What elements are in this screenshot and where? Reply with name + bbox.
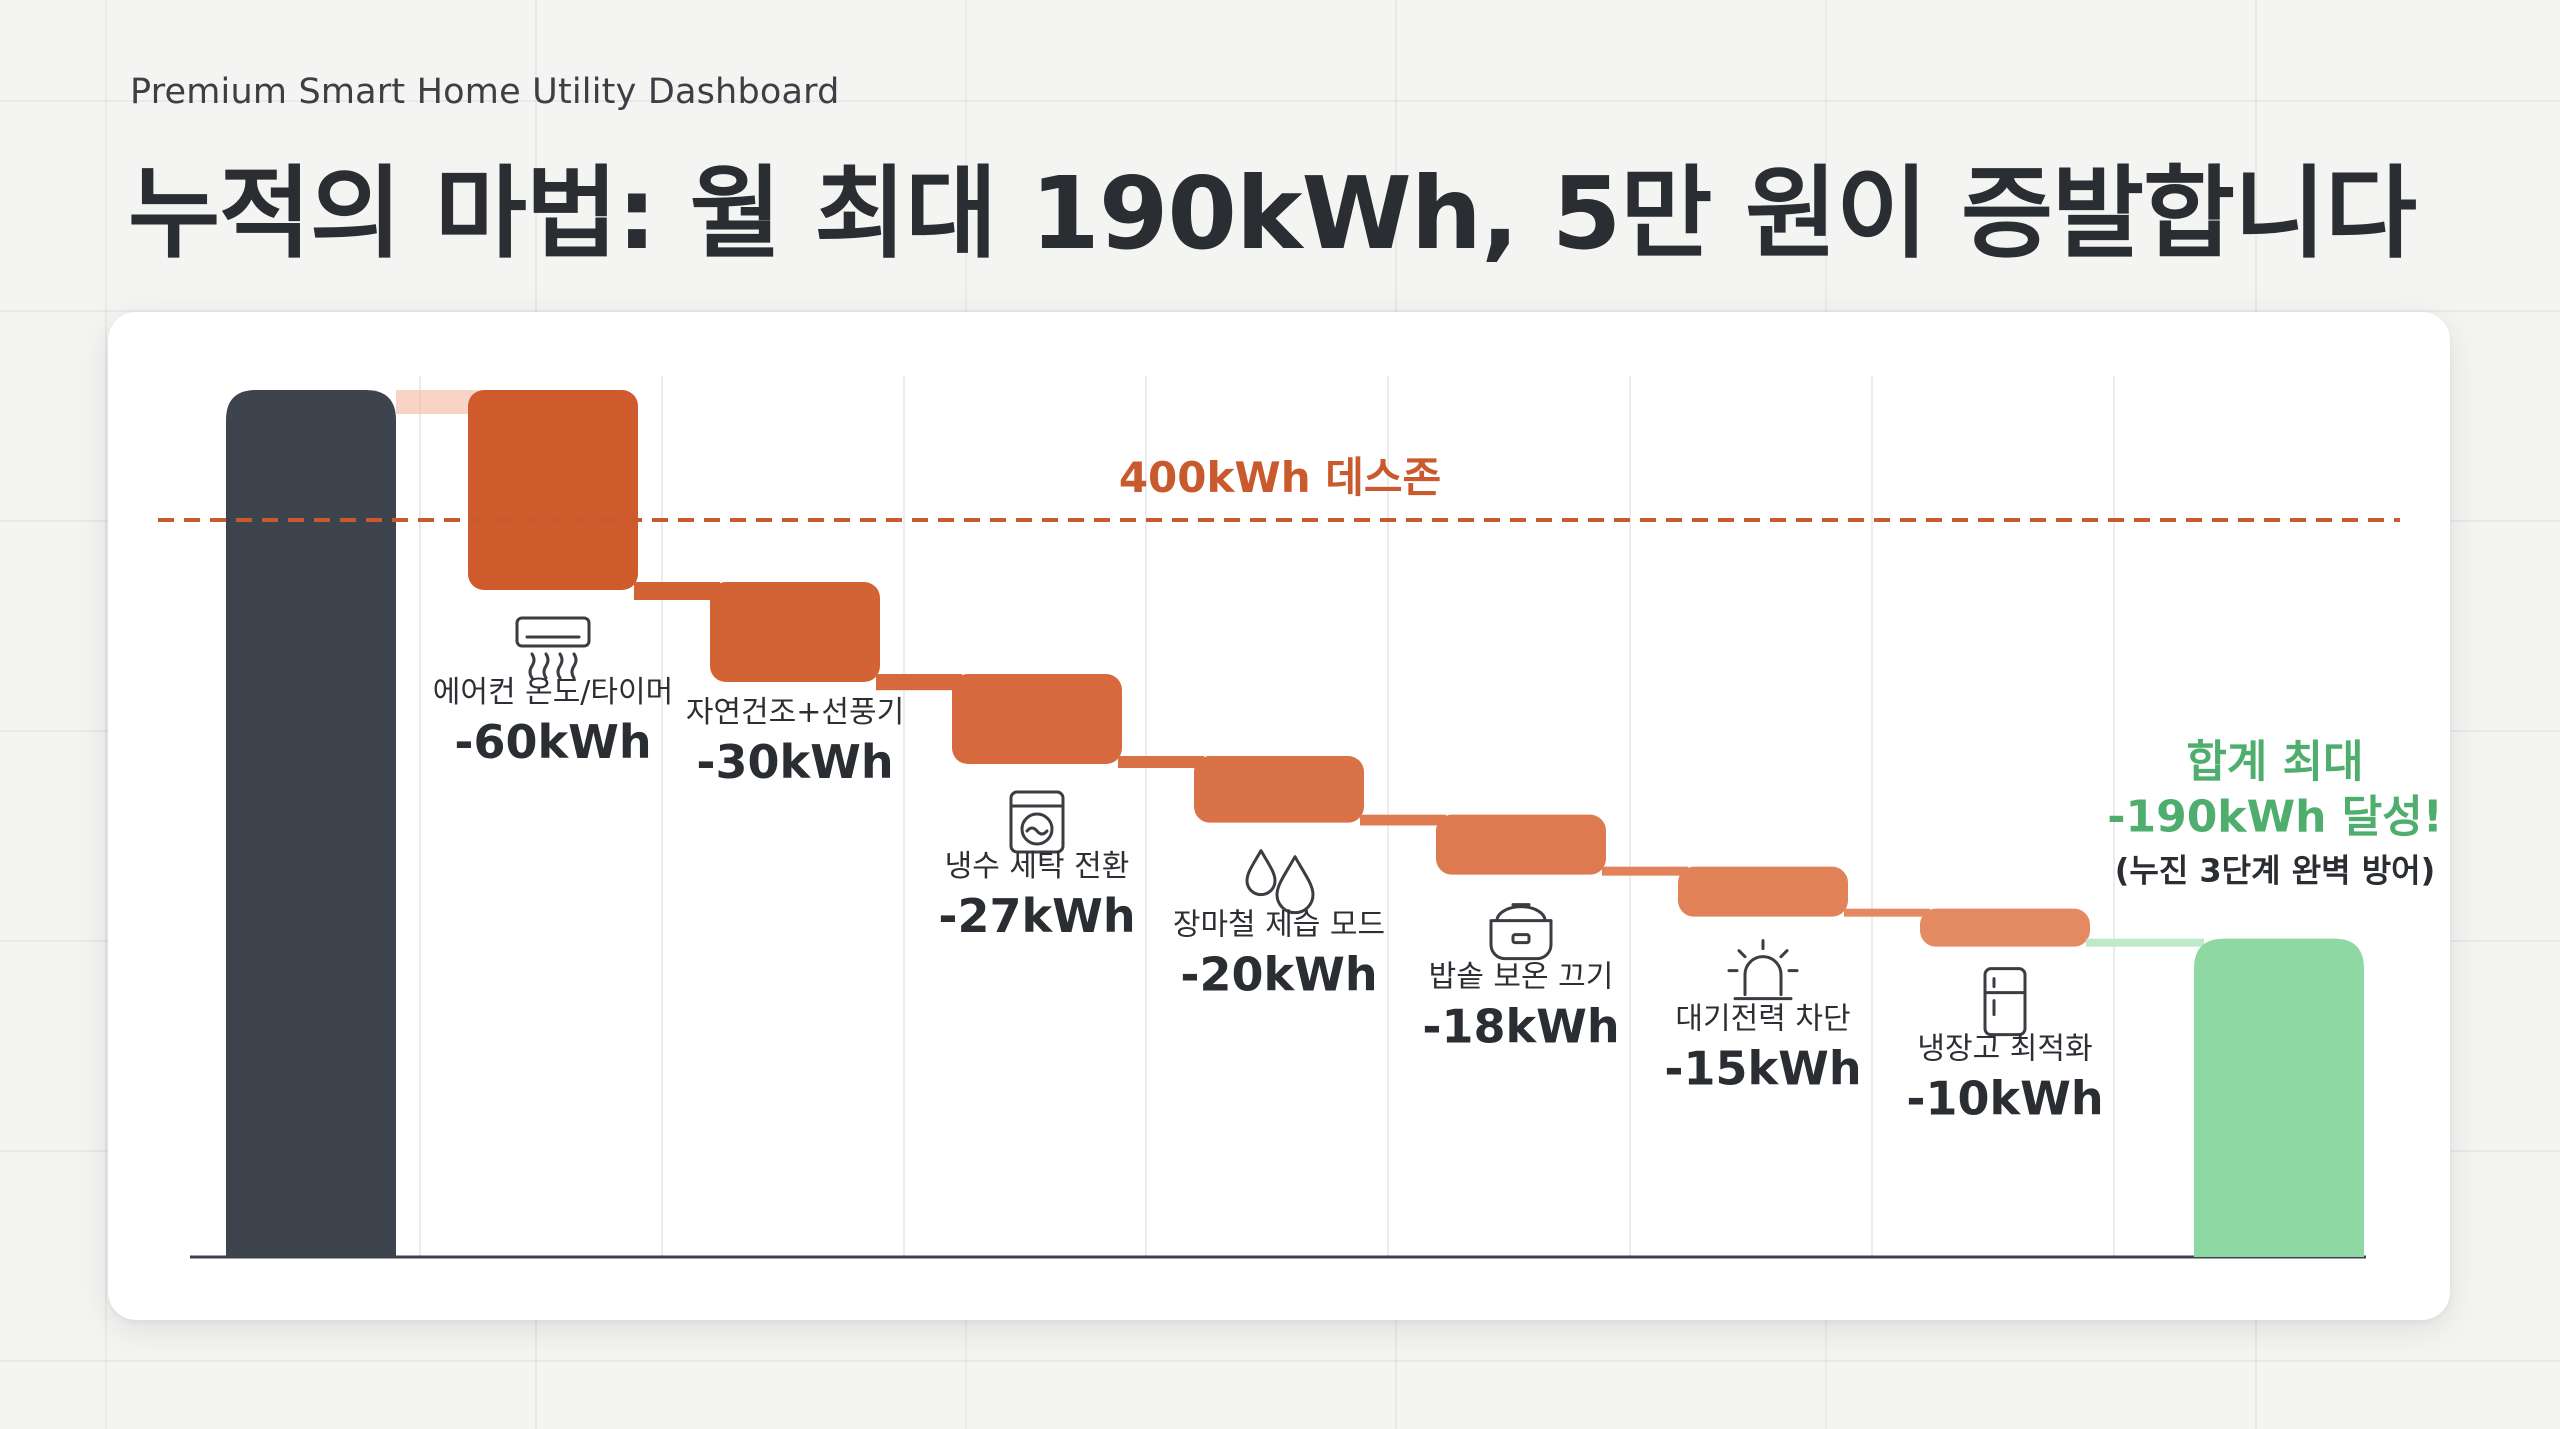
step-value-label: -18kWh [1422, 1000, 1619, 1054]
total-label-line3: (누진 3단계 완벽 방어) [2115, 852, 2435, 890]
step-bar [1436, 814, 1606, 875]
step-bar [710, 582, 880, 682]
start-bar [226, 390, 396, 1257]
step-label: 대기전력 차단 [1675, 1002, 1850, 1037]
step-label: 밥솥 보온 끄기 [1429, 960, 1614, 995]
step-connector [1118, 756, 1204, 768]
step-label: 냉장고 최적화 [1917, 1032, 2092, 1067]
step-connector [634, 582, 720, 600]
rice-cooker-icon [1489, 903, 1553, 961]
dashboard-subtitle: Premium Smart Home Utility Dashboard [130, 72, 840, 112]
air-conditioner-icon [515, 616, 591, 680]
step-label: 에어컨 온도/타이머 [433, 675, 673, 710]
water-drops-icon [1245, 849, 1315, 915]
reference-line-label: 400kWh 데스존 [1119, 453, 1441, 502]
step-bar [1678, 866, 1848, 917]
step-bar [1194, 756, 1364, 823]
step-connector [876, 674, 962, 691]
step-bar [1920, 908, 2090, 947]
step-bar [468, 390, 638, 590]
washing-machine-icon [1009, 790, 1065, 854]
step-value-label: -60kWh [454, 715, 651, 769]
step-connector [1602, 866, 1688, 876]
vertical-grid [419, 376, 2115, 1257]
waterfall-chart: 에어컨 온도/타이머 -60kWh 자연건조+선풍기 -30kWh 냉수 세탁 전환 -2… [158, 376, 2443, 1259]
total-bar [2194, 938, 2364, 1257]
step-value-label: -20kWh [1180, 948, 1377, 1002]
step-label: 냉수 세탁 전환 [945, 849, 1130, 884]
step-connector [1360, 814, 1446, 826]
total-label-line2: -190kWh 달성! [2107, 792, 2443, 843]
total-label-line1: 합계 최대 [2186, 737, 2363, 788]
siren-icon [1727, 939, 1799, 1001]
step-label: 장마철 제습 모드 [1173, 908, 1385, 943]
chart-card: 에어컨 온도/타이머 -60kWh 자연건조+선풍기 -30kWh 냉수 세탁 전환 -2… [108, 312, 2450, 1320]
total-connector [2086, 938, 2204, 947]
page-title: 누적의 마법: 월 최대 190kWh, 5만 원이 증발합니다 [128, 155, 2417, 272]
step-value-label: -27kWh [938, 889, 1135, 943]
step-bar [952, 674, 1122, 764]
step-connector [396, 390, 478, 414]
step-value-label: -15kWh [1664, 1042, 1861, 1096]
step-label: 자연건조+선풍기 [686, 695, 904, 730]
step-connector [1844, 908, 1930, 917]
refrigerator-icon [1983, 967, 2027, 1037]
step-value-label: -30kWh [696, 735, 893, 789]
step-value-label: -10kWh [1906, 1072, 2103, 1126]
